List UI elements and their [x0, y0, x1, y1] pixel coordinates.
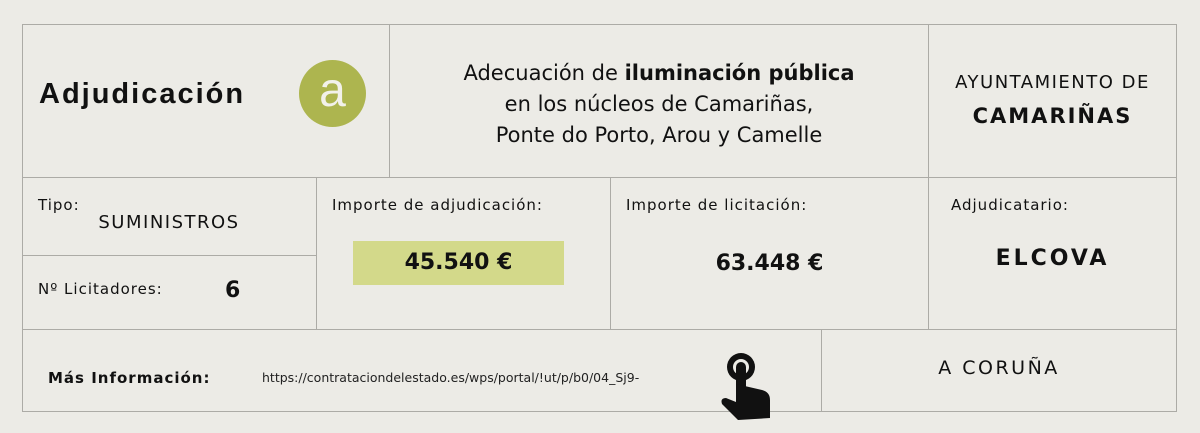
divider [389, 24, 390, 177]
project-title-line3: Ponte do Porto, Arou y Camelle [495, 123, 823, 147]
licitadores-value: 6 [225, 278, 241, 303]
award-badge-icon: a [299, 60, 366, 127]
tipo-label: Tipo: [38, 196, 80, 214]
entity-name: CAMARIÑAS [972, 104, 1133, 128]
project-title-bold: iluminación pública [624, 61, 855, 85]
licitacion-label: Importe de licitación: [626, 196, 808, 214]
project-title: Adecuación de iluminación pública en los… [390, 58, 928, 151]
info-link[interactable]: https://contrataciondelestado.es/wps/por… [262, 370, 640, 385]
hand-pointer-icon[interactable] [716, 350, 774, 422]
divider [22, 177, 1177, 178]
divider [22, 329, 1177, 330]
province: A CORUÑA [938, 357, 1060, 379]
divider [22, 255, 316, 256]
divider [22, 24, 23, 412]
entity-line1: AYUNTAMIENTO DE [955, 72, 1150, 93]
adjudicatario-label: Adjudicatario: [951, 196, 1069, 214]
divider [821, 329, 822, 411]
adjudicacion-value: 45.540 € [353, 241, 564, 285]
divider [610, 177, 611, 329]
page-title: Adjudicación [39, 78, 246, 110]
licitadores-label: Nº Licitadores: [38, 280, 163, 298]
divider [316, 177, 317, 329]
divider [1176, 24, 1177, 412]
adjudicacion-label: Importe de adjudicación: [332, 196, 543, 214]
tipo-value: SUMINISTROS [98, 212, 240, 233]
divider [22, 24, 1177, 25]
adjudicatario-value: ELCOVA [995, 246, 1110, 271]
licitacion-value: 63.448 € [715, 251, 824, 276]
divider [928, 24, 929, 329]
divider [22, 411, 1177, 412]
project-title-line2: en los núcleos de Camariñas, [504, 92, 814, 116]
project-title-normal: Adecuación de [463, 61, 625, 85]
info-label: Más Información: [48, 369, 211, 387]
